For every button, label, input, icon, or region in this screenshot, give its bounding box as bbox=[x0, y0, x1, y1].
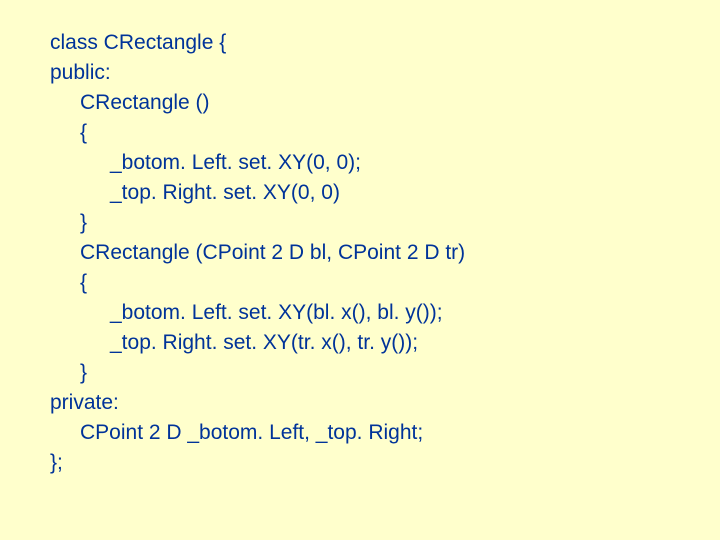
code-line: { bbox=[50, 268, 670, 298]
code-line: _top. Right. set. XY(0, 0) bbox=[50, 178, 670, 208]
code-line: _botom. Left. set. XY(0, 0); bbox=[50, 148, 670, 178]
code-block: class CRectangle {public:CRectangle (){_… bbox=[50, 28, 670, 478]
code-line: CPoint 2 D _botom. Left, _top. Right; bbox=[50, 418, 670, 448]
code-line: public: bbox=[50, 58, 670, 88]
code-line: CRectangle () bbox=[50, 88, 670, 118]
code-line: private: bbox=[50, 388, 670, 418]
code-line: _top. Right. set. XY(tr. x(), tr. y()); bbox=[50, 328, 670, 358]
code-line: } bbox=[50, 208, 670, 238]
code-line: _botom. Left. set. XY(bl. x(), bl. y()); bbox=[50, 298, 670, 328]
code-line: class CRectangle { bbox=[50, 28, 670, 58]
code-slide: class CRectangle {public:CRectangle (){_… bbox=[0, 0, 720, 540]
code-line: }; bbox=[50, 448, 670, 478]
code-line: } bbox=[50, 358, 670, 388]
code-line: CRectangle (CPoint 2 D bl, CPoint 2 D tr… bbox=[50, 238, 670, 268]
code-line: { bbox=[50, 118, 670, 148]
